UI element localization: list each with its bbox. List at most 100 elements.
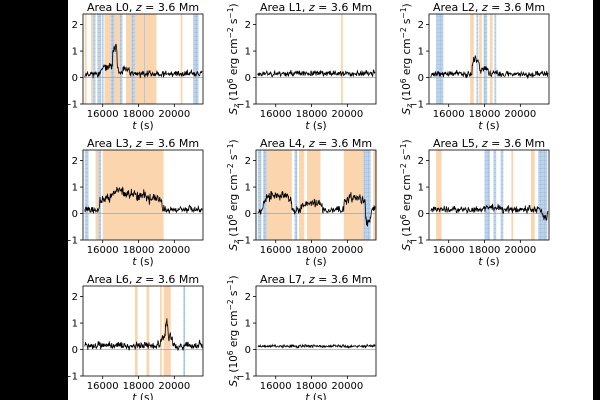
x-axis-label: t (s): [478, 256, 499, 268]
panel-title: Area L0, z = 3.6 Mm: [87, 1, 199, 14]
axes-frame: [82, 13, 204, 105]
orange-band: [163, 286, 171, 376]
x-tick-label: 18000: [296, 381, 328, 392]
y-tick-label: 2: [245, 156, 251, 167]
axes-frame: [255, 285, 377, 377]
y-tick-label: −1: [63, 236, 78, 247]
x-axis-label: t (s): [305, 392, 326, 400]
orange-band: [160, 286, 162, 376]
orange-band: [373, 150, 376, 240]
x-tick-label: 18000: [296, 109, 328, 120]
x-axis-label: t (s): [305, 120, 326, 132]
orange-band: [146, 286, 150, 376]
y-tick-label: −1: [63, 372, 78, 383]
orange-band: [91, 14, 93, 104]
panel-area-l5: Area L5, z = 3.6 Mm 16000 18000 20000 −1 0 1 2 t…: [399, 137, 550, 268]
y-tick-label: −1: [236, 236, 251, 247]
blue-band: [257, 150, 262, 240]
series-line: [257, 190, 376, 227]
blue-band: [538, 150, 548, 240]
panel-area-l1: Area L1, z = 3.6 Mm 16000 18000 20000 −1 0 1 2 t…: [226, 1, 377, 132]
series-line: [84, 43, 203, 79]
x-axis-label: t (s): [132, 392, 153, 400]
y-tick-label: 1: [72, 47, 78, 58]
panel-area-l6: Area L6, z = 3.6 Mm 16000 18000 20000 −1 0 1 2 t…: [53, 273, 204, 400]
series-line: [84, 186, 203, 214]
y-tick-label: 2: [72, 156, 78, 167]
y-tick-label: 0: [245, 209, 251, 220]
blue-band: [476, 14, 479, 104]
orange-band: [489, 14, 493, 104]
series-line: [257, 69, 376, 78]
blue-band: [493, 150, 497, 240]
panel-area-l0: Area L0, z = 3.6 Mm 16000 18000 20000 −1 0 1 2 t…: [53, 1, 204, 132]
axes-frame: [82, 285, 204, 377]
y-tick-label: −1: [236, 372, 251, 383]
y-tick-label: 2: [418, 156, 424, 167]
orange-band: [298, 150, 305, 240]
x-tick-label: 16000: [433, 109, 465, 120]
series-line: [430, 55, 549, 79]
panel-title: Area L2, z = 3.6 Mm: [433, 1, 545, 14]
x-tick-label: 16000: [260, 245, 292, 256]
x-tick-label: 16000: [433, 245, 465, 256]
y-axis-label: Sz (106 erg cm−2 s−1): [226, 139, 241, 250]
orange-band: [144, 14, 157, 104]
y-tick-label: 1: [418, 183, 424, 194]
y-tick-label: −1: [409, 100, 424, 111]
orange-band: [95, 150, 99, 240]
panel-title: Area L4, z = 3.6 Mm: [260, 137, 372, 150]
blue-band: [500, 150, 504, 240]
y-tick-label: 2: [72, 292, 78, 303]
y-axis-label: Sz (106 erg cm−2 s−1): [399, 139, 414, 250]
x-tick-label: 16000: [260, 381, 292, 392]
blue-band: [483, 14, 488, 104]
x-tick-label: 20000: [331, 381, 363, 392]
blue-band: [92, 14, 96, 104]
orange-band: [134, 14, 144, 104]
blue-band: [84, 150, 89, 240]
series-line: [430, 203, 549, 222]
blue-band: [193, 14, 199, 104]
axes-frame: [255, 13, 377, 105]
blue-band: [494, 14, 497, 104]
x-tick-label: 20000: [504, 245, 536, 256]
orange-band: [134, 286, 138, 376]
y-tick-label: −1: [409, 236, 424, 247]
x-axis-label: t (s): [132, 256, 153, 268]
x-tick-label: 18000: [123, 381, 155, 392]
y-axis-label: Sz (106 erg cm−2 s−1): [226, 3, 241, 114]
y-tick-label: 2: [418, 20, 424, 31]
orange-band: [104, 14, 111, 104]
y-tick-label: 2: [72, 20, 78, 31]
x-tick-label: 16000: [260, 109, 292, 120]
x-tick-label: 16000: [87, 381, 119, 392]
blue-band: [363, 150, 371, 240]
panel-title: Area L1, z = 3.6 Mm: [260, 1, 372, 14]
panel-title: Area L7, z = 3.6 Mm: [260, 273, 372, 286]
y-tick-label: 1: [72, 183, 78, 194]
blue-band: [436, 14, 444, 104]
blue-band: [263, 150, 267, 240]
x-axis-label: t (s): [132, 120, 153, 132]
orange-band: [307, 150, 321, 240]
x-tick-label: 16000: [87, 109, 119, 120]
series-line: [84, 318, 203, 351]
y-tick-label: 0: [72, 209, 78, 220]
y-tick-label: 2: [245, 292, 251, 303]
y-tick-label: 1: [245, 47, 251, 58]
y-tick-label: 1: [245, 183, 251, 194]
orange-band: [125, 14, 132, 104]
x-tick-label: 20000: [158, 381, 190, 392]
panel-title: Area L6, z = 3.6 Mm: [87, 273, 199, 286]
orange-band: [470, 14, 474, 104]
axes-frame: [82, 149, 204, 241]
y-tick-label: −1: [63, 100, 78, 111]
y-tick-label: 0: [245, 345, 251, 356]
orange-band: [479, 14, 482, 104]
y-tick-label: 1: [72, 319, 78, 330]
x-axis-label: t (s): [305, 256, 326, 268]
y-tick-label: 0: [418, 209, 424, 220]
